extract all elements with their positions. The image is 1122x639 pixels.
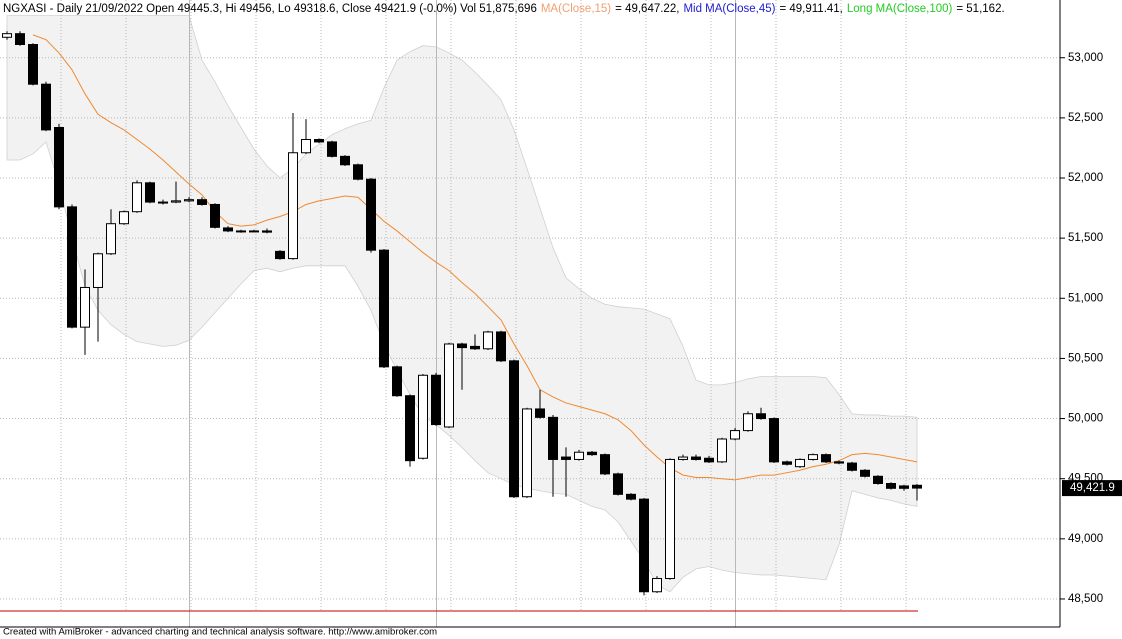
candle-body xyxy=(548,416,558,460)
candle-body xyxy=(223,227,233,232)
candle-body xyxy=(678,456,688,460)
candle-body xyxy=(80,286,90,328)
y-tick-label: 51,000 xyxy=(1068,292,1103,304)
candle-body xyxy=(210,203,220,228)
candle-body xyxy=(132,182,142,213)
candle-body xyxy=(145,182,155,203)
candle-body xyxy=(795,458,805,468)
candle-body xyxy=(340,155,350,166)
candle-body xyxy=(41,83,51,131)
candle-body xyxy=(821,454,831,463)
candle-body xyxy=(652,578,662,593)
candle-body xyxy=(275,250,285,260)
candle-body xyxy=(483,331,493,350)
candle-body xyxy=(366,178,376,251)
candle-body xyxy=(67,206,77,328)
candle-body xyxy=(834,461,844,464)
candle-body xyxy=(262,230,272,233)
candle-body xyxy=(665,458,675,580)
candle-body xyxy=(873,475,883,485)
candle-body xyxy=(15,33,25,46)
candle-body xyxy=(509,360,519,498)
candle-body xyxy=(899,485,909,489)
candle-body xyxy=(171,200,181,203)
candle-body xyxy=(379,249,389,368)
y-tick-label: 51,500 xyxy=(1068,232,1103,244)
candle-body xyxy=(860,469,870,477)
candle-body xyxy=(2,33,12,38)
candle-body xyxy=(847,462,857,471)
indicator-name: MA(Close,15) xyxy=(541,3,611,15)
candle-body xyxy=(808,454,818,460)
candle-body xyxy=(782,461,792,465)
title: NGXASI - Daily 21/09/2022 Open 49445.3, … xyxy=(3,3,537,15)
candle-body xyxy=(54,126,64,208)
candle-body xyxy=(613,473,623,495)
candle-body xyxy=(522,408,532,498)
y-tick-label: 48,500 xyxy=(1068,593,1103,605)
indicator-value: = 49,647.22, xyxy=(615,3,679,15)
footer: Created with AmiBroker - advanced charti… xyxy=(3,627,437,638)
candle-body xyxy=(756,413,766,420)
candle-body xyxy=(158,201,168,204)
candle-body xyxy=(431,374,441,426)
candle-body xyxy=(496,331,506,362)
candle-body xyxy=(457,343,467,349)
candle-body xyxy=(236,230,246,233)
y-tick-label: 50,000 xyxy=(1068,413,1103,425)
y-tick-label: 50,500 xyxy=(1068,352,1103,364)
candle-body xyxy=(730,430,740,440)
y-tick-label: 52,000 xyxy=(1068,172,1103,184)
candle-body xyxy=(405,395,415,462)
candle-body xyxy=(249,230,259,233)
candle-body xyxy=(28,44,38,85)
price-tag xyxy=(1062,480,1122,497)
candle-body xyxy=(392,366,402,397)
candle-body xyxy=(301,139,311,154)
price-tag-label: 49,421.9 xyxy=(1070,482,1115,494)
candle-body xyxy=(197,199,207,205)
candle-body xyxy=(93,253,103,288)
candle-body xyxy=(470,345,480,350)
candle-body xyxy=(184,199,194,202)
candle-body xyxy=(717,438,727,463)
ma-line xyxy=(32,34,918,481)
chart-header: NGXASI - Daily 21/09/2022 Open 49445.3, … xyxy=(3,3,1005,15)
candle-body xyxy=(353,164,363,180)
band-area xyxy=(6,15,918,593)
candle-body xyxy=(886,483,896,489)
candle-body xyxy=(912,484,922,489)
indicator-name: Mid MA(Close,45) xyxy=(683,3,775,15)
candle-body xyxy=(769,418,779,463)
candle-body xyxy=(600,454,610,475)
candle-body xyxy=(574,451,584,460)
candle-body xyxy=(288,152,298,260)
candle-body xyxy=(418,374,428,459)
candle-body xyxy=(561,456,571,460)
candle-body xyxy=(106,223,116,255)
y-tick-label: 53,000 xyxy=(1068,52,1103,64)
candle-body xyxy=(327,141,337,157)
candle-body xyxy=(639,498,649,593)
candle-body xyxy=(119,211,129,225)
indicator-value: = 51,162. xyxy=(956,3,1004,15)
candle-body xyxy=(743,413,753,432)
candle-body xyxy=(587,451,597,456)
indicator-value: = 49,911.41, xyxy=(779,3,842,15)
candle-body xyxy=(704,457,714,463)
plot-area xyxy=(0,0,1060,627)
candle-body xyxy=(626,493,636,500)
candle-body xyxy=(444,343,454,428)
indicator-name: Long MA(Close,100) xyxy=(847,3,953,15)
candle-body xyxy=(314,139,324,143)
y-tick-label: 49,000 xyxy=(1068,533,1103,545)
candle-body xyxy=(691,456,701,460)
candle-body xyxy=(535,408,545,418)
y-tick-label: 52,500 xyxy=(1068,112,1103,124)
